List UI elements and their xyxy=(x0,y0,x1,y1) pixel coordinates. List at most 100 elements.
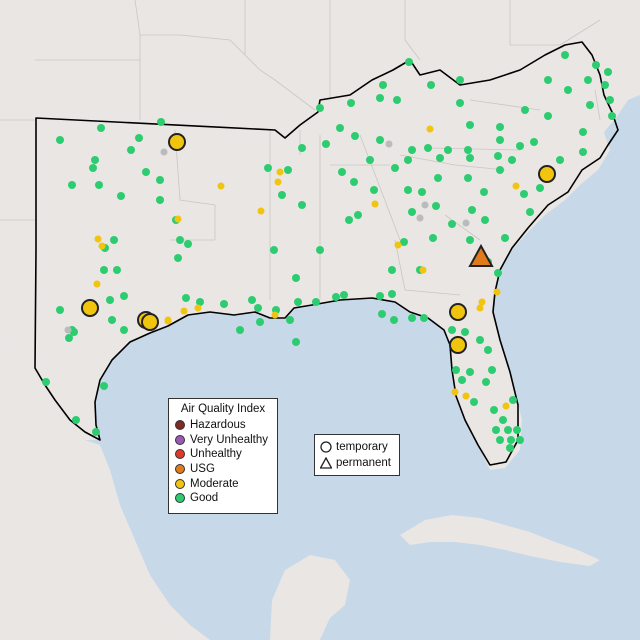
good-site-dot[interactable] xyxy=(351,132,359,140)
good-site-dot[interactable] xyxy=(248,296,256,304)
moderate-site-dot[interactable] xyxy=(164,316,172,324)
good-site-dot[interactable] xyxy=(405,58,413,66)
good-site-dot[interactable] xyxy=(492,426,500,434)
good-site-dot[interactable] xyxy=(292,274,300,282)
good-site-dot[interactable] xyxy=(376,292,384,300)
moderate-site-dot[interactable] xyxy=(476,304,484,312)
good-site-dot[interactable] xyxy=(270,246,278,254)
good-site-dot[interactable] xyxy=(496,436,504,444)
good-site-dot[interactable] xyxy=(120,292,128,300)
good-site-dot[interactable] xyxy=(332,293,340,301)
good-site-dot[interactable] xyxy=(298,201,306,209)
moderate-site-dot[interactable] xyxy=(426,125,434,133)
good-site-dot[interactable] xyxy=(436,154,444,162)
moderate-site-dot[interactable] xyxy=(274,178,282,186)
good-site-dot[interactable] xyxy=(316,104,324,112)
good-site-dot[interactable] xyxy=(466,121,474,129)
good-site-dot[interactable] xyxy=(336,124,344,132)
good-site-dot[interactable] xyxy=(404,156,412,164)
moderate-site-dot[interactable] xyxy=(502,402,510,410)
good-site-dot[interactable] xyxy=(494,152,502,160)
good-site-dot[interactable] xyxy=(468,206,476,214)
good-site-dot[interactable] xyxy=(345,216,353,224)
good-site-dot[interactable] xyxy=(286,316,294,324)
good-site-dot[interactable] xyxy=(113,266,121,274)
no-data-site-dot[interactable] xyxy=(385,140,393,148)
good-site-dot[interactable] xyxy=(176,236,184,244)
good-site-dot[interactable] xyxy=(530,138,538,146)
good-sites[interactable] xyxy=(42,51,616,452)
good-site-dot[interactable] xyxy=(256,318,264,326)
good-site-dot[interactable] xyxy=(456,76,464,84)
good-site-dot[interactable] xyxy=(157,118,165,126)
good-site-dot[interactable] xyxy=(496,123,504,131)
no-data-site-dot[interactable] xyxy=(416,214,424,222)
good-site-dot[interactable] xyxy=(556,156,564,164)
good-site-dot[interactable] xyxy=(420,314,428,322)
good-site-dot[interactable] xyxy=(464,174,472,182)
moderate-site-dot[interactable] xyxy=(419,266,427,274)
good-site-dot[interactable] xyxy=(509,396,517,404)
temporary-monitors[interactable] xyxy=(81,133,556,354)
good-site-dot[interactable] xyxy=(488,366,496,374)
good-site-dot[interactable] xyxy=(388,290,396,298)
moderate-site-dot[interactable] xyxy=(276,168,284,176)
good-site-dot[interactable] xyxy=(379,81,387,89)
moderate-site-dot[interactable] xyxy=(462,392,470,400)
good-site-dot[interactable] xyxy=(91,156,99,164)
good-site-dot[interactable] xyxy=(404,186,412,194)
good-site-dot[interactable] xyxy=(135,134,143,142)
good-site-dot[interactable] xyxy=(278,191,286,199)
good-site-dot[interactable] xyxy=(584,76,592,84)
good-site-dot[interactable] xyxy=(72,416,80,424)
good-site-dot[interactable] xyxy=(182,294,190,302)
good-site-dot[interactable] xyxy=(496,136,504,144)
good-site-dot[interactable] xyxy=(496,166,504,174)
good-site-dot[interactable] xyxy=(400,238,408,246)
good-site-dot[interactable] xyxy=(408,146,416,154)
good-site-dot[interactable] xyxy=(92,428,100,436)
good-site-dot[interactable] xyxy=(68,181,76,189)
moderate-site-dot[interactable] xyxy=(180,307,188,315)
good-site-dot[interactable] xyxy=(464,146,472,154)
moderate-site-dot[interactable] xyxy=(451,388,459,396)
good-site-dot[interactable] xyxy=(370,186,378,194)
good-site-dot[interactable] xyxy=(544,112,552,120)
good-site-dot[interactable] xyxy=(284,166,292,174)
good-site-dot[interactable] xyxy=(508,156,516,164)
moderate-site-dot[interactable] xyxy=(394,241,402,249)
good-site-dot[interactable] xyxy=(100,382,108,390)
no-data-site-dot[interactable] xyxy=(64,326,72,334)
good-site-dot[interactable] xyxy=(100,266,108,274)
good-site-dot[interactable] xyxy=(466,368,474,376)
good-site-dot[interactable] xyxy=(292,338,300,346)
good-site-dot[interactable] xyxy=(298,144,306,152)
permanent-monitor-usg[interactable] xyxy=(468,243,494,267)
good-site-dot[interactable] xyxy=(470,398,478,406)
good-site-dot[interactable] xyxy=(499,416,507,424)
good-site-dot[interactable] xyxy=(70,328,78,336)
good-site-dot[interactable] xyxy=(506,444,514,452)
good-site-dot[interactable] xyxy=(481,216,489,224)
good-site-dot[interactable] xyxy=(494,269,502,277)
good-site-dot[interactable] xyxy=(526,208,534,216)
moderate-site-dot[interactable] xyxy=(174,215,182,223)
moderate-site-dot[interactable] xyxy=(512,182,520,190)
good-site-dot[interactable] xyxy=(56,306,64,314)
good-site-dot[interactable] xyxy=(466,236,474,244)
good-site-dot[interactable] xyxy=(456,99,464,107)
good-site-dot[interactable] xyxy=(408,208,416,216)
moderate-site-dot[interactable] xyxy=(94,235,102,243)
moderate-site-dot[interactable] xyxy=(478,298,486,306)
good-site-dot[interactable] xyxy=(142,168,150,176)
good-site-dot[interactable] xyxy=(507,436,515,444)
good-site-dot[interactable] xyxy=(434,174,442,182)
moderate-sites[interactable] xyxy=(93,125,520,410)
good-site-dot[interactable] xyxy=(504,426,512,434)
good-site-dot[interactable] xyxy=(220,300,228,308)
good-site-dot[interactable] xyxy=(579,128,587,136)
good-site-dot[interactable] xyxy=(120,326,128,334)
moderate-site-dot[interactable] xyxy=(93,280,101,288)
